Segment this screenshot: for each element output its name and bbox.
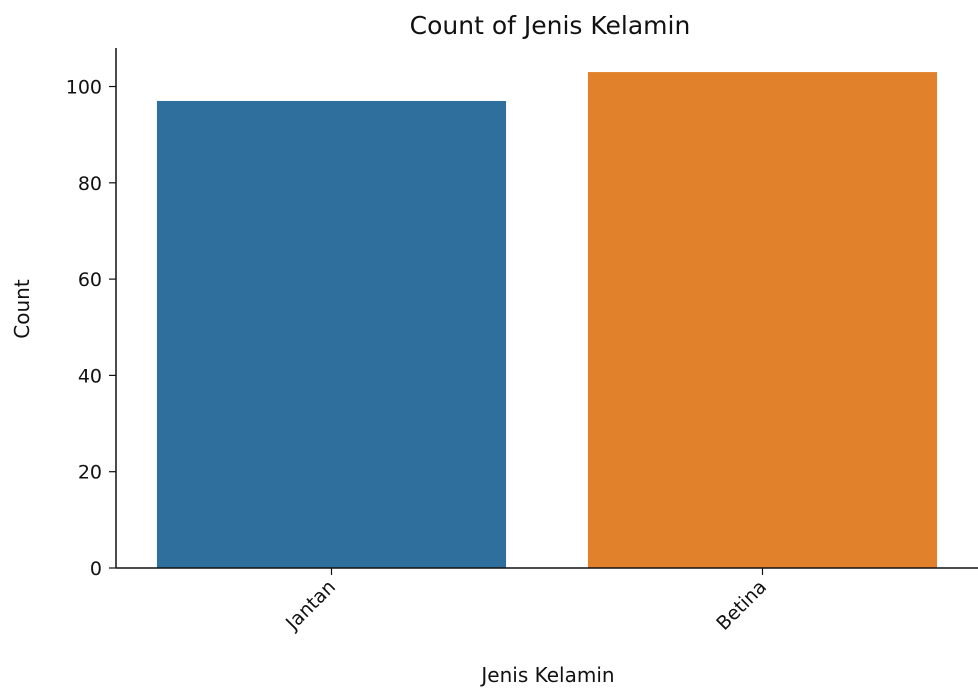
- y-tick-label: 80: [78, 173, 102, 195]
- bar-jantan: [156, 100, 507, 569]
- y-tick-label: 0: [90, 558, 102, 580]
- x-axis-ticks: Jantan Betina: [281, 568, 771, 635]
- x-tick-label: Betina: [712, 576, 771, 635]
- x-tick-label: Jantan: [281, 576, 340, 635]
- y-axis-label: Count: [10, 279, 34, 339]
- bar-betina: [587, 72, 938, 569]
- y-tick-label: 100: [66, 77, 102, 99]
- y-axis-ticks: 0 20 40 60 80 100: [66, 77, 116, 580]
- x-axis-label: Jenis Kelamin: [479, 663, 614, 687]
- bar-group: [156, 72, 938, 569]
- chart-title: Count of Jenis Kelamin: [410, 11, 691, 40]
- y-tick-label: 20: [78, 462, 102, 484]
- y-tick-label: 40: [78, 365, 102, 387]
- y-tick-label: 60: [78, 269, 102, 291]
